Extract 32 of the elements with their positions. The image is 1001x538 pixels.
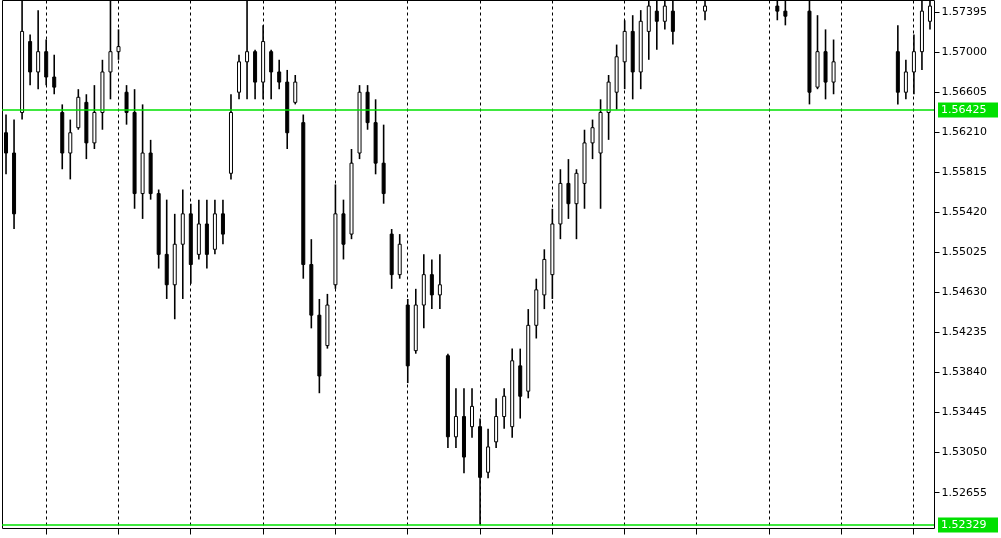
candlestick bbox=[437, 253, 442, 310]
y-tick-label: 1.55815 bbox=[941, 165, 987, 179]
y-tick-label: 1.55420 bbox=[941, 205, 987, 219]
candlestick bbox=[52, 53, 57, 96]
candlestick bbox=[220, 198, 225, 246]
y-tick-label: 1.54235 bbox=[941, 325, 987, 339]
y-tick-label: 1.53840 bbox=[941, 365, 987, 379]
candlestick bbox=[470, 387, 475, 439]
ref-line-label: 1.52329 bbox=[941, 518, 987, 532]
y-tick-label: 1.52655 bbox=[941, 485, 987, 499]
y-tick-label: 1.56605 bbox=[941, 85, 987, 99]
candlestick bbox=[590, 118, 595, 160]
y-tick-label: 1.55025 bbox=[941, 245, 987, 259]
y-tick-label: 1.57000 bbox=[941, 45, 987, 59]
candlestick bbox=[269, 48, 274, 101]
y-tick-label: 1.56210 bbox=[941, 125, 987, 139]
y-tick-label: 1.57395 bbox=[941, 5, 987, 19]
y-tick-label: 1.53050 bbox=[941, 445, 987, 459]
candlestick bbox=[68, 118, 73, 181]
candlestick bbox=[293, 74, 298, 106]
candlestick bbox=[124, 84, 129, 126]
ref-line-label: 1.56425 bbox=[941, 102, 987, 116]
candlestick bbox=[831, 38, 836, 96]
candlestick bbox=[903, 58, 908, 101]
candlestick bbox=[566, 158, 571, 220]
y-tick-label: 1.54630 bbox=[941, 285, 987, 299]
candlestick bbox=[502, 387, 507, 430]
candlestick bbox=[277, 58, 282, 90]
candlestick bbox=[453, 387, 458, 449]
y-tick-label: 1.53445 bbox=[941, 405, 987, 419]
candlestick bbox=[429, 258, 434, 310]
candlestick bbox=[36, 9, 41, 90]
